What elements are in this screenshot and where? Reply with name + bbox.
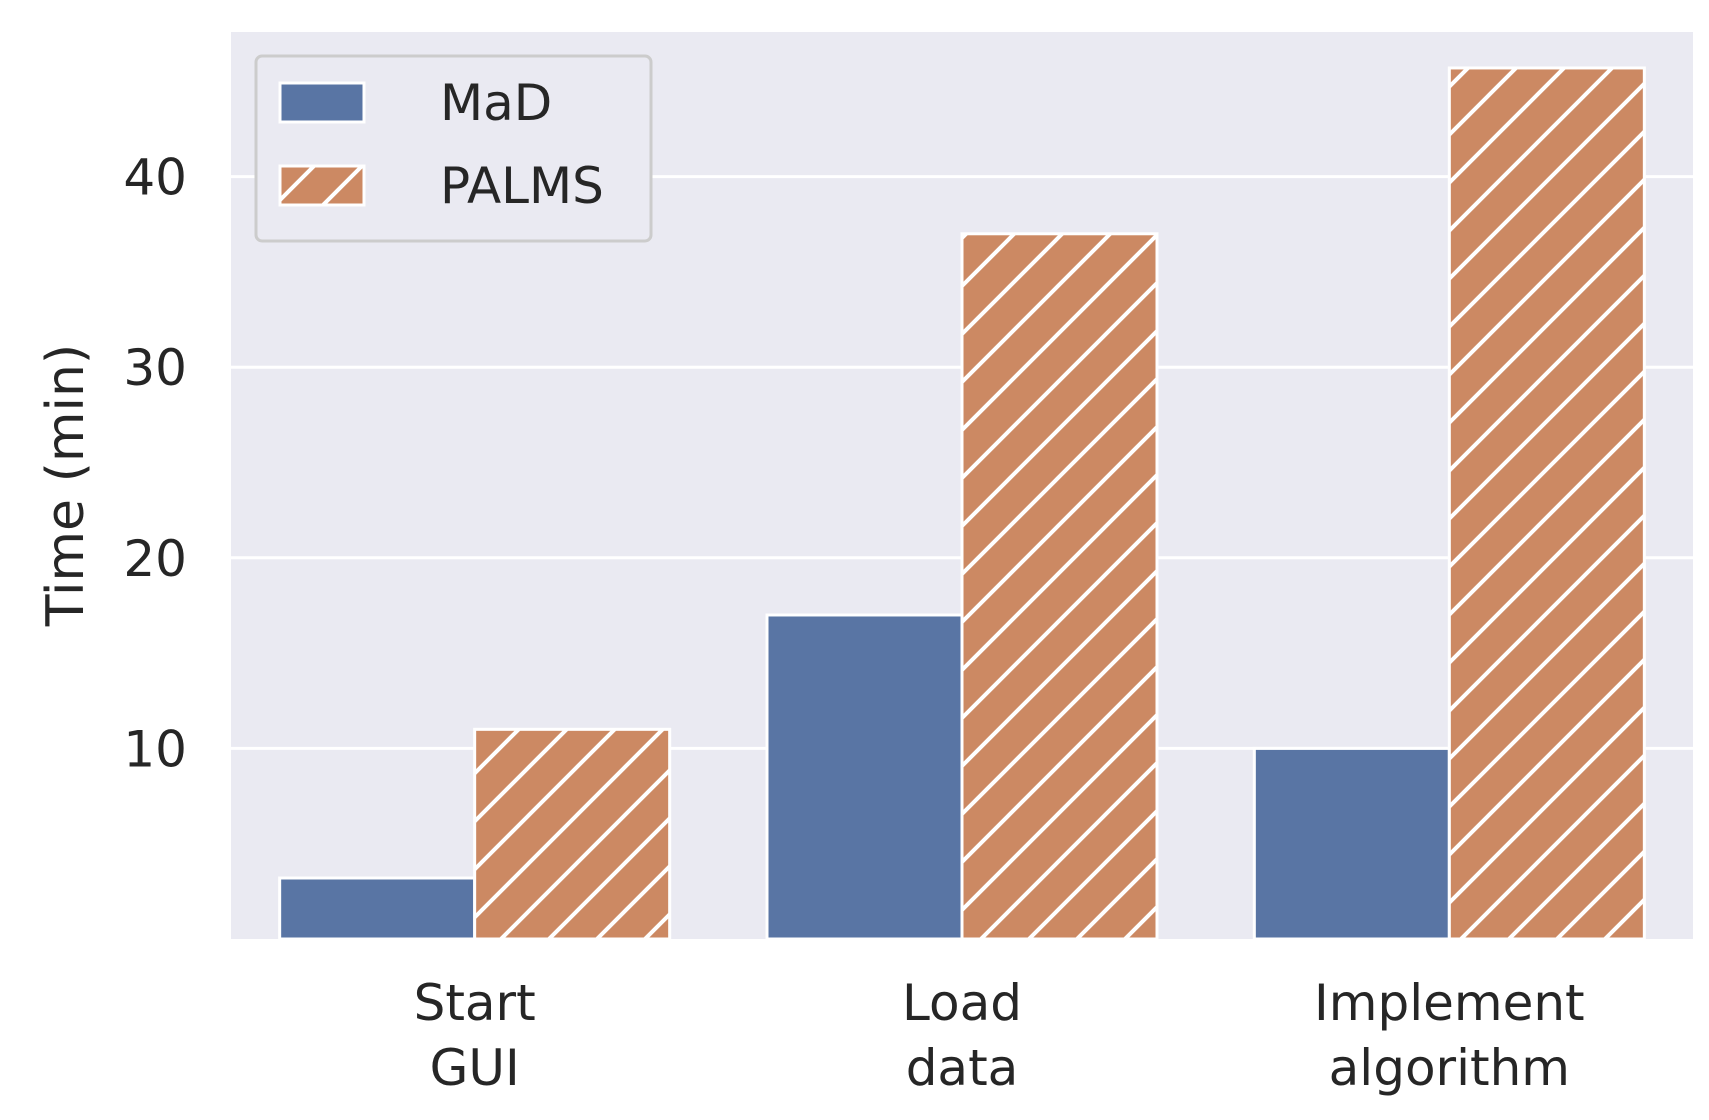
- x-tick-label: Start: [414, 974, 536, 1032]
- y-axis-label: Time (min): [36, 344, 96, 627]
- x-tick-label: data: [906, 1039, 1019, 1097]
- x-tick-labels: Start GUI Load data Implement algorithm: [414, 974, 1585, 1097]
- y-tick-label: 20: [123, 530, 187, 588]
- bar-palms: [473, 727, 672, 941]
- bar-mad: [765, 613, 964, 941]
- bar-palms: [1447, 66, 1646, 941]
- bar-mad: [1252, 746, 1451, 941]
- x-tick-label: Implement: [1314, 974, 1585, 1032]
- legend-swatch-palms: [278, 164, 366, 207]
- y-tick-labels: 10 20 30 40: [123, 149, 187, 779]
- x-tick-label: Load: [902, 974, 1022, 1032]
- bar-palms: [960, 232, 1159, 941]
- bars: [278, 66, 1646, 941]
- y-tick-label: 10: [123, 720, 187, 778]
- legend-label-mad: MaD: [440, 74, 552, 132]
- x-tick-label: GUI: [430, 1039, 520, 1097]
- legend-swatch-mad: [278, 81, 366, 124]
- y-tick-label: 40: [123, 149, 187, 207]
- bar-mad: [278, 876, 477, 941]
- y-tick-label: 30: [123, 339, 187, 397]
- x-tick-label: algorithm: [1329, 1039, 1570, 1097]
- legend: MaD PALMS: [254, 54, 653, 243]
- legend-label-palms: PALMS: [440, 157, 604, 215]
